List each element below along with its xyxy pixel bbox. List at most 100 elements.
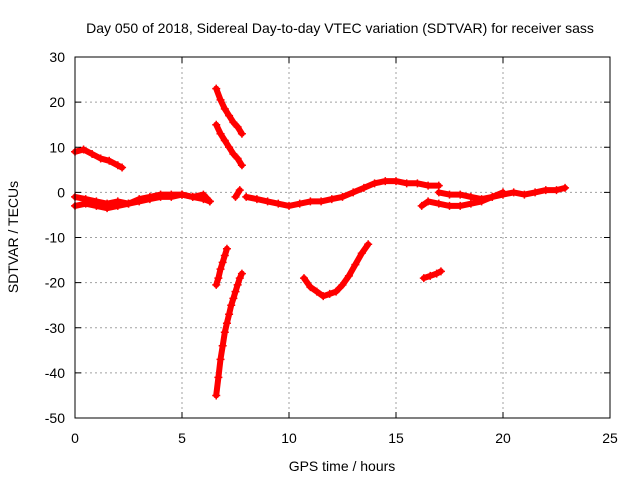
- data-point: [212, 391, 221, 400]
- data-point: [357, 249, 366, 258]
- data-point: [237, 269, 246, 278]
- data-point: [317, 197, 326, 206]
- data-point: [105, 156, 114, 165]
- series-arc-6: [212, 244, 231, 289]
- data-point: [218, 258, 227, 267]
- data-point: [424, 197, 433, 206]
- data-point: [381, 177, 390, 186]
- series-trace: [420, 268, 444, 282]
- y-tick-label: 0: [57, 184, 65, 200]
- series-arc-8: [231, 186, 244, 201]
- series-arc-11: [434, 188, 507, 204]
- data-point: [220, 136, 229, 145]
- data-point: [319, 292, 328, 301]
- data-point: [338, 280, 347, 289]
- y-tick-label: -30: [45, 320, 65, 336]
- data-point: [392, 177, 400, 186]
- data-point: [445, 190, 454, 199]
- x-tick-label: 10: [281, 430, 297, 446]
- data-point: [88, 150, 97, 159]
- data-point: [295, 199, 304, 208]
- data-point: [456, 190, 465, 199]
- data-point: [531, 188, 540, 197]
- data-point: [509, 188, 518, 197]
- data-point: [81, 199, 90, 208]
- data-point: [325, 289, 334, 298]
- series-layer: [71, 84, 570, 400]
- data-point: [235, 186, 244, 195]
- data-point: [351, 260, 360, 269]
- data-point: [216, 355, 225, 364]
- data-point: [178, 190, 186, 199]
- x-tick-label: 15: [388, 430, 404, 446]
- y-tick-label: 20: [49, 94, 65, 110]
- data-point: [229, 294, 238, 303]
- series-arc-3: [71, 190, 214, 213]
- data-point: [419, 274, 428, 283]
- data-point: [312, 287, 321, 296]
- data-point: [263, 197, 272, 206]
- data-point: [332, 287, 341, 296]
- data-point: [167, 192, 176, 201]
- data-point: [237, 129, 246, 138]
- x-tick-label: 5: [178, 430, 186, 446]
- data-point: [225, 310, 234, 319]
- data-point: [233, 280, 242, 289]
- data-point: [96, 154, 105, 163]
- data-point: [188, 192, 197, 201]
- series-arc-5: [212, 120, 246, 170]
- data-point: [145, 195, 154, 204]
- data-point: [306, 283, 315, 292]
- y-axis-label: SDTVAR / TECUs: [5, 181, 21, 293]
- data-point: [252, 195, 261, 204]
- data-point: [349, 188, 358, 197]
- y-tick-label: -40: [45, 365, 65, 381]
- data-point: [225, 143, 234, 152]
- series-arc-12: [299, 240, 373, 301]
- y-tick-label: -20: [45, 275, 65, 291]
- series-arc-9: [242, 177, 443, 210]
- data-point: [285, 201, 293, 210]
- data-point: [424, 181, 433, 190]
- x-tick-label: 20: [495, 430, 511, 446]
- x-axis-label: GPS time / hours: [289, 458, 396, 474]
- data-point: [445, 201, 454, 210]
- data-point: [402, 179, 411, 188]
- data-point: [231, 192, 240, 201]
- data-point: [417, 201, 426, 210]
- data-point: [79, 145, 88, 154]
- data-point: [432, 269, 441, 278]
- data-point: [306, 197, 315, 206]
- data-point: [434, 188, 443, 197]
- y-tick-label: -10: [45, 230, 65, 246]
- data-point: [235, 274, 244, 283]
- data-point: [220, 104, 229, 113]
- data-point: [541, 186, 550, 195]
- data-point: [413, 179, 422, 188]
- chart-title: Day 050 of 2018, Sidereal Day-to-day VTE…: [86, 20, 594, 36]
- data-point: [199, 195, 208, 204]
- data-point: [434, 199, 443, 208]
- data-point: [135, 197, 144, 206]
- data-point: [364, 240, 373, 249]
- data-point: [477, 195, 486, 204]
- data-point: [216, 265, 225, 274]
- data-point: [214, 274, 223, 283]
- y-tick-label: -50: [45, 410, 65, 426]
- data-point: [299, 274, 308, 283]
- series-arc-4: [212, 84, 246, 138]
- x-tick-label: 25: [602, 430, 618, 446]
- data-point: [233, 122, 242, 131]
- data-point: [344, 271, 353, 280]
- data-point: [434, 181, 443, 190]
- data-point: [231, 287, 240, 296]
- x-tick-label: 0: [71, 430, 79, 446]
- data-point: [561, 183, 570, 192]
- data-point: [229, 150, 238, 159]
- series-arc-7: [212, 269, 246, 400]
- data-point: [499, 188, 507, 197]
- data-point: [466, 199, 475, 208]
- data-point: [552, 186, 561, 195]
- data-point: [225, 111, 234, 120]
